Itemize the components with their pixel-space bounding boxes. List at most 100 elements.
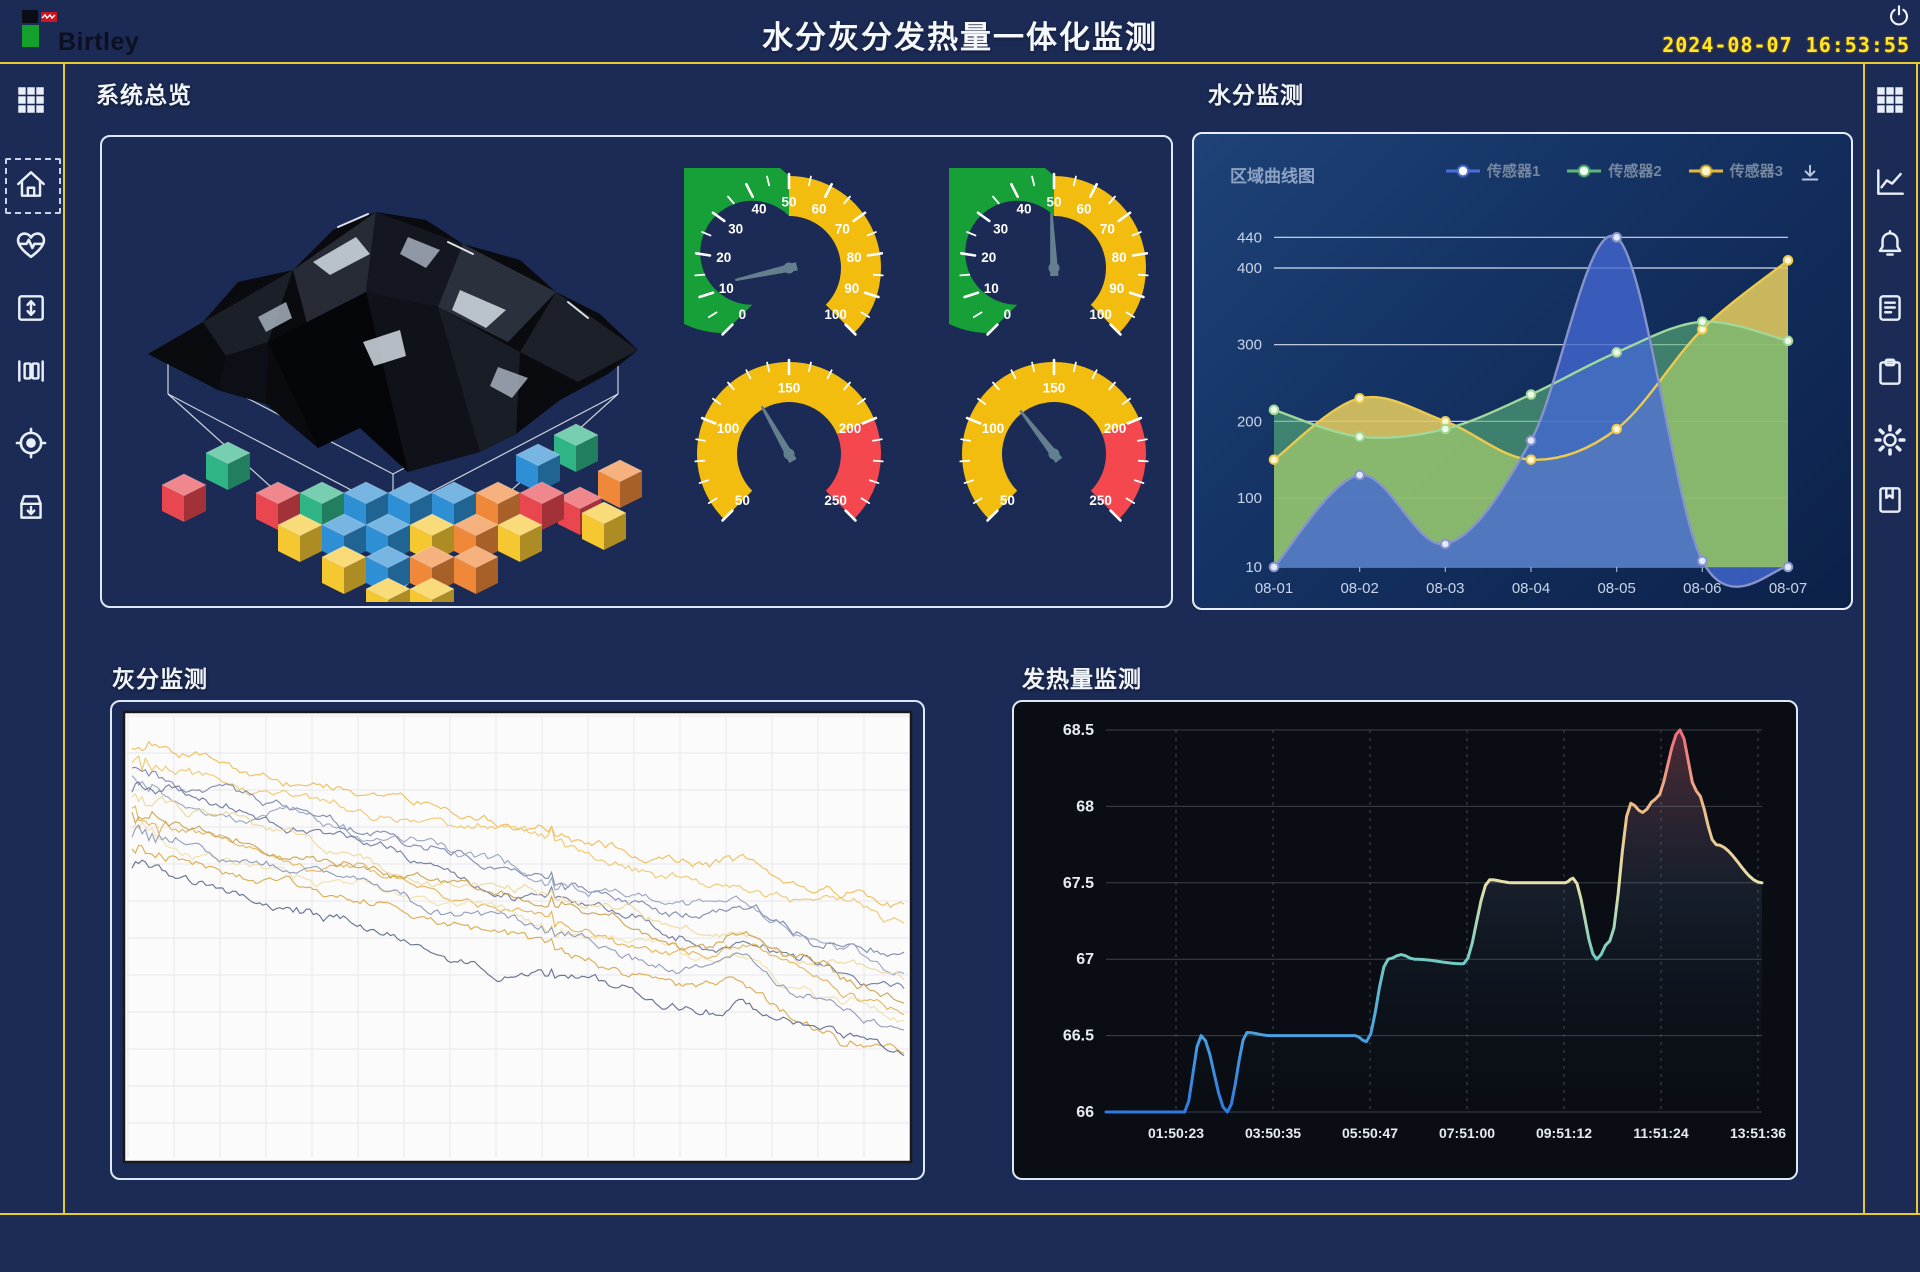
calorific-panel-title: 发热量监测 xyxy=(1022,666,1142,692)
ash-panel-title: 灰分监测 xyxy=(112,666,208,692)
svg-text:01:50:23: 01:50:23 xyxy=(1148,1125,1204,1141)
legend-item-sensor1[interactable]: 传感器1 xyxy=(1445,160,1540,181)
svg-text:50: 50 xyxy=(781,195,796,210)
logo-red-square xyxy=(41,12,57,22)
settings-gear-icon[interactable] xyxy=(1868,418,1912,462)
svg-text:150: 150 xyxy=(778,381,801,396)
svg-text:100: 100 xyxy=(717,421,740,436)
svg-text:10: 10 xyxy=(1245,559,1262,576)
svg-text:13:51:36: 13:51:36 xyxy=(1730,1125,1786,1141)
svg-text:80: 80 xyxy=(847,250,862,265)
moisture-panel: 区域曲线图 传感器1 传感器2 xyxy=(1192,132,1853,610)
bottom-divider xyxy=(0,1213,1920,1215)
moisture-legend: 传感器1 传感器2 传感器3 xyxy=(1445,160,1783,181)
svg-text:09:51:12: 09:51:12 xyxy=(1536,1125,1592,1141)
svg-text:66: 66 xyxy=(1076,1104,1094,1121)
vertical-range-icon[interactable] xyxy=(9,286,53,330)
ash-panel xyxy=(110,700,925,1180)
svg-text:07:51:00: 07:51:00 xyxy=(1439,1125,1495,1141)
svg-text:08-05: 08-05 xyxy=(1597,580,1635,597)
svg-text:68: 68 xyxy=(1076,798,1094,815)
svg-text:11:51:24: 11:51:24 xyxy=(1633,1125,1688,1141)
coal-3d-visualization xyxy=(148,212,643,602)
target-icon[interactable] xyxy=(9,421,53,465)
top-divider xyxy=(0,62,1920,64)
home-icon[interactable] xyxy=(9,162,53,206)
overview-panel: 0 10 20 30 40 50 60 70 80 90 100 0 10 20 30 40 50 60 70 80… xyxy=(100,135,1173,608)
birtley-logo: Birtley xyxy=(22,6,162,56)
apps-grid-icon-right[interactable] xyxy=(1868,78,1912,122)
svg-text:90: 90 xyxy=(844,281,859,296)
alarm-bell-icon[interactable] xyxy=(1868,223,1912,267)
page-title: 水分灰分发热量一体化监测 xyxy=(762,20,1158,55)
left-sidebar-divider xyxy=(63,62,65,1213)
archive-download-icon[interactable] xyxy=(9,485,53,529)
svg-text:200: 200 xyxy=(1237,413,1262,430)
svg-text:60: 60 xyxy=(1076,202,1091,217)
svg-text:08-03: 08-03 xyxy=(1426,580,1464,597)
footer-strip xyxy=(0,1215,1920,1272)
svg-text:250: 250 xyxy=(1089,493,1112,508)
svg-text:68.5: 68.5 xyxy=(1063,722,1094,739)
clipboard-icon[interactable] xyxy=(1868,350,1912,394)
legend-item-sensor2[interactable]: 传感器2 xyxy=(1566,160,1662,181)
svg-text:20: 20 xyxy=(716,250,731,265)
power-icon[interactable] xyxy=(1886,3,1912,29)
svg-text:08-01: 08-01 xyxy=(1255,580,1293,597)
right-edge-divider xyxy=(1916,62,1918,1213)
bookmark-book-icon[interactable] xyxy=(1868,478,1912,522)
svg-text:90: 90 xyxy=(1109,281,1124,296)
svg-text:50: 50 xyxy=(1000,493,1015,508)
svg-text:40: 40 xyxy=(1017,202,1032,217)
svg-text:100: 100 xyxy=(982,421,1005,436)
svg-text:70: 70 xyxy=(1100,222,1115,237)
svg-text:440: 440 xyxy=(1237,229,1262,246)
datetime-display: 2024-08-07 16:53:55 xyxy=(1662,33,1910,57)
columns-icon[interactable] xyxy=(9,349,53,393)
svg-text:08-06: 08-06 xyxy=(1683,580,1721,597)
svg-text:03:50:35: 03:50:35 xyxy=(1245,1125,1301,1141)
legend-item-sensor3[interactable]: 传感器3 xyxy=(1688,160,1783,181)
svg-text:30: 30 xyxy=(728,222,743,237)
svg-text:08-07: 08-07 xyxy=(1769,580,1807,597)
svg-text:10: 10 xyxy=(719,281,734,296)
svg-text:100: 100 xyxy=(824,307,847,322)
svg-text:30: 30 xyxy=(993,222,1008,237)
gauge-top-right: 0 10 20 30 40 50 60 70 80 90 100 xyxy=(949,168,1149,336)
gauge-top-left: 0 10 20 30 40 50 60 70 80 90 100 xyxy=(684,168,884,336)
trend-chart-icon[interactable] xyxy=(1868,160,1912,204)
logo-text: Birtley xyxy=(58,28,140,56)
svg-text:200: 200 xyxy=(839,421,862,436)
apps-grid-icon[interactable] xyxy=(9,78,53,122)
svg-text:10: 10 xyxy=(984,281,999,296)
logo-black-square xyxy=(22,10,38,23)
ash-chart xyxy=(122,710,913,1164)
svg-text:70: 70 xyxy=(835,222,850,237)
calorific-panel: 66 66.5 67 67.5 68 68.5 01:50:23 03:50:35 05:50:… xyxy=(1012,700,1798,1180)
svg-text:50: 50 xyxy=(1046,195,1061,210)
download-icon[interactable] xyxy=(1797,160,1823,186)
svg-text:40: 40 xyxy=(752,202,767,217)
svg-text:50: 50 xyxy=(735,493,750,508)
svg-text:0: 0 xyxy=(739,307,747,322)
svg-text:05:50:47: 05:50:47 xyxy=(1342,1125,1398,1141)
area-chart-label: 区域曲线图 xyxy=(1230,167,1315,186)
overview-panel-title: 系统总览 xyxy=(96,82,192,108)
right-sidebar-divider xyxy=(1863,62,1865,1213)
report-document-icon[interactable] xyxy=(1868,286,1912,330)
legend-marker-blue xyxy=(1445,163,1480,178)
svg-text:100: 100 xyxy=(1089,307,1112,322)
svg-text:80: 80 xyxy=(1112,250,1127,265)
gauge-bottom-left: 50 100 150 200 250 xyxy=(694,358,884,522)
logo-green-square xyxy=(22,25,39,47)
health-pulse-icon[interactable] xyxy=(9,223,53,267)
svg-text:08-04: 08-04 xyxy=(1512,580,1550,597)
svg-text:400: 400 xyxy=(1237,260,1262,277)
svg-text:60: 60 xyxy=(811,202,826,217)
moisture-panel-title: 水分监测 xyxy=(1208,82,1304,108)
header-bar: Birtley 水分灰分发热量一体化监测 2024-08-07 16:53:55 xyxy=(0,0,1920,62)
svg-text:300: 300 xyxy=(1237,337,1262,354)
svg-text:08-02: 08-02 xyxy=(1340,580,1378,597)
home-selection-outline xyxy=(5,158,61,214)
